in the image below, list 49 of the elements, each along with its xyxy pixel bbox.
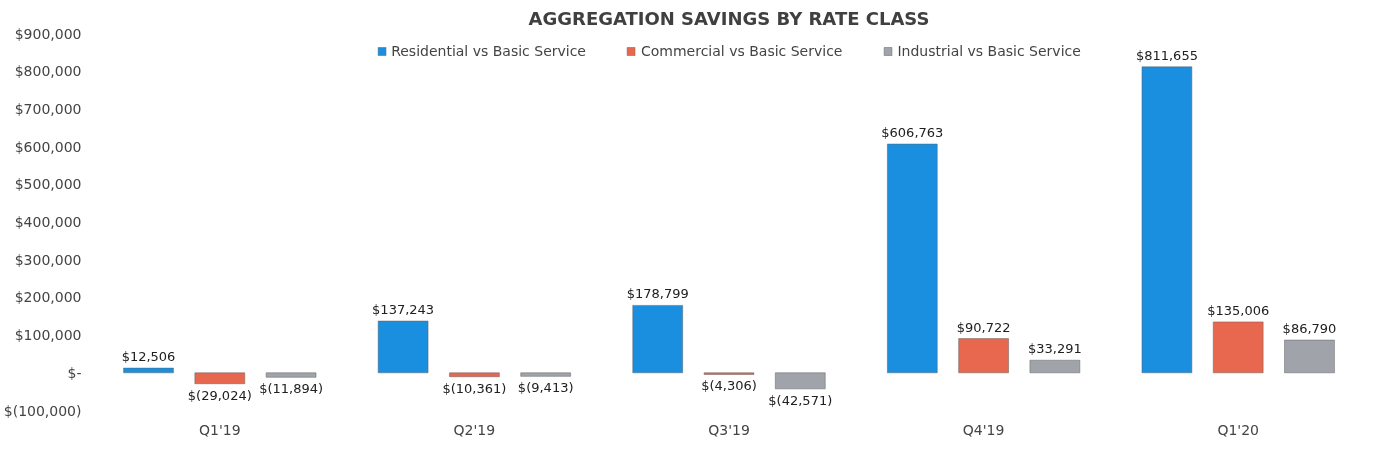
data-label: $606,763 xyxy=(881,125,944,141)
y-tick-label: $900,000 xyxy=(14,25,82,42)
data-label: $(9,413) xyxy=(517,380,574,396)
x-tick-label: Q3'19 xyxy=(708,421,750,438)
bar xyxy=(449,372,500,377)
y-tick-label: $- xyxy=(67,364,82,381)
bar xyxy=(123,367,174,374)
data-label: $(29,024) xyxy=(187,387,252,403)
bar xyxy=(775,372,826,390)
data-label: $(42,571) xyxy=(768,392,833,408)
chart-title: AGGREGATION SAVINGS BY RATE CLASS xyxy=(528,7,930,29)
bar xyxy=(1284,339,1335,374)
x-tick-label: Q1'20 xyxy=(1217,421,1259,438)
x-tick-label: Q1'19 xyxy=(199,421,241,438)
bar xyxy=(194,372,245,384)
y-tick-label: $700,000 xyxy=(14,100,82,117)
data-label: $86,790 xyxy=(1282,321,1337,337)
data-label: $12,506 xyxy=(121,349,176,365)
y-tick-label: $100,000 xyxy=(14,327,82,344)
data-label: $(10,361) xyxy=(442,380,507,396)
y-tick-label: $800,000 xyxy=(14,63,82,80)
bar xyxy=(1029,360,1081,374)
y-tick-label: $200,000 xyxy=(14,289,82,306)
data-label: $178,799 xyxy=(626,286,689,302)
y-tick-label: $600,000 xyxy=(14,138,82,155)
legend-label: Commercial vs Basic Service xyxy=(640,43,843,59)
data-label: $137,243 xyxy=(372,302,435,318)
y-tick-label: $(100,000) xyxy=(3,402,82,419)
data-label: $135,006 xyxy=(1207,302,1270,318)
bar xyxy=(1213,321,1264,374)
data-label: $(4,306) xyxy=(701,378,757,394)
y-tick-label: $400,000 xyxy=(14,214,82,230)
data-label: $(11,894) xyxy=(259,381,324,397)
data-label: $811,655 xyxy=(1135,47,1198,63)
bar xyxy=(1141,66,1193,374)
x-tick-label: Q4'19 xyxy=(962,421,1005,438)
data-label: $33,291 xyxy=(1028,341,1082,357)
data-label: $90,722 xyxy=(956,319,1011,335)
bar xyxy=(632,305,683,374)
y-tick-label: $500,000 xyxy=(14,176,82,193)
bar xyxy=(958,338,1009,374)
bar xyxy=(520,372,571,377)
x-tick-label: Q2'19 xyxy=(453,421,496,438)
legend-label: Industrial vs Basic Service xyxy=(897,43,1081,59)
y-tick-label: $300,000 xyxy=(14,251,82,268)
bar xyxy=(887,143,938,374)
legend-label: Residential vs Basic Service xyxy=(391,43,586,59)
bar xyxy=(377,320,429,374)
bar xyxy=(265,372,317,378)
